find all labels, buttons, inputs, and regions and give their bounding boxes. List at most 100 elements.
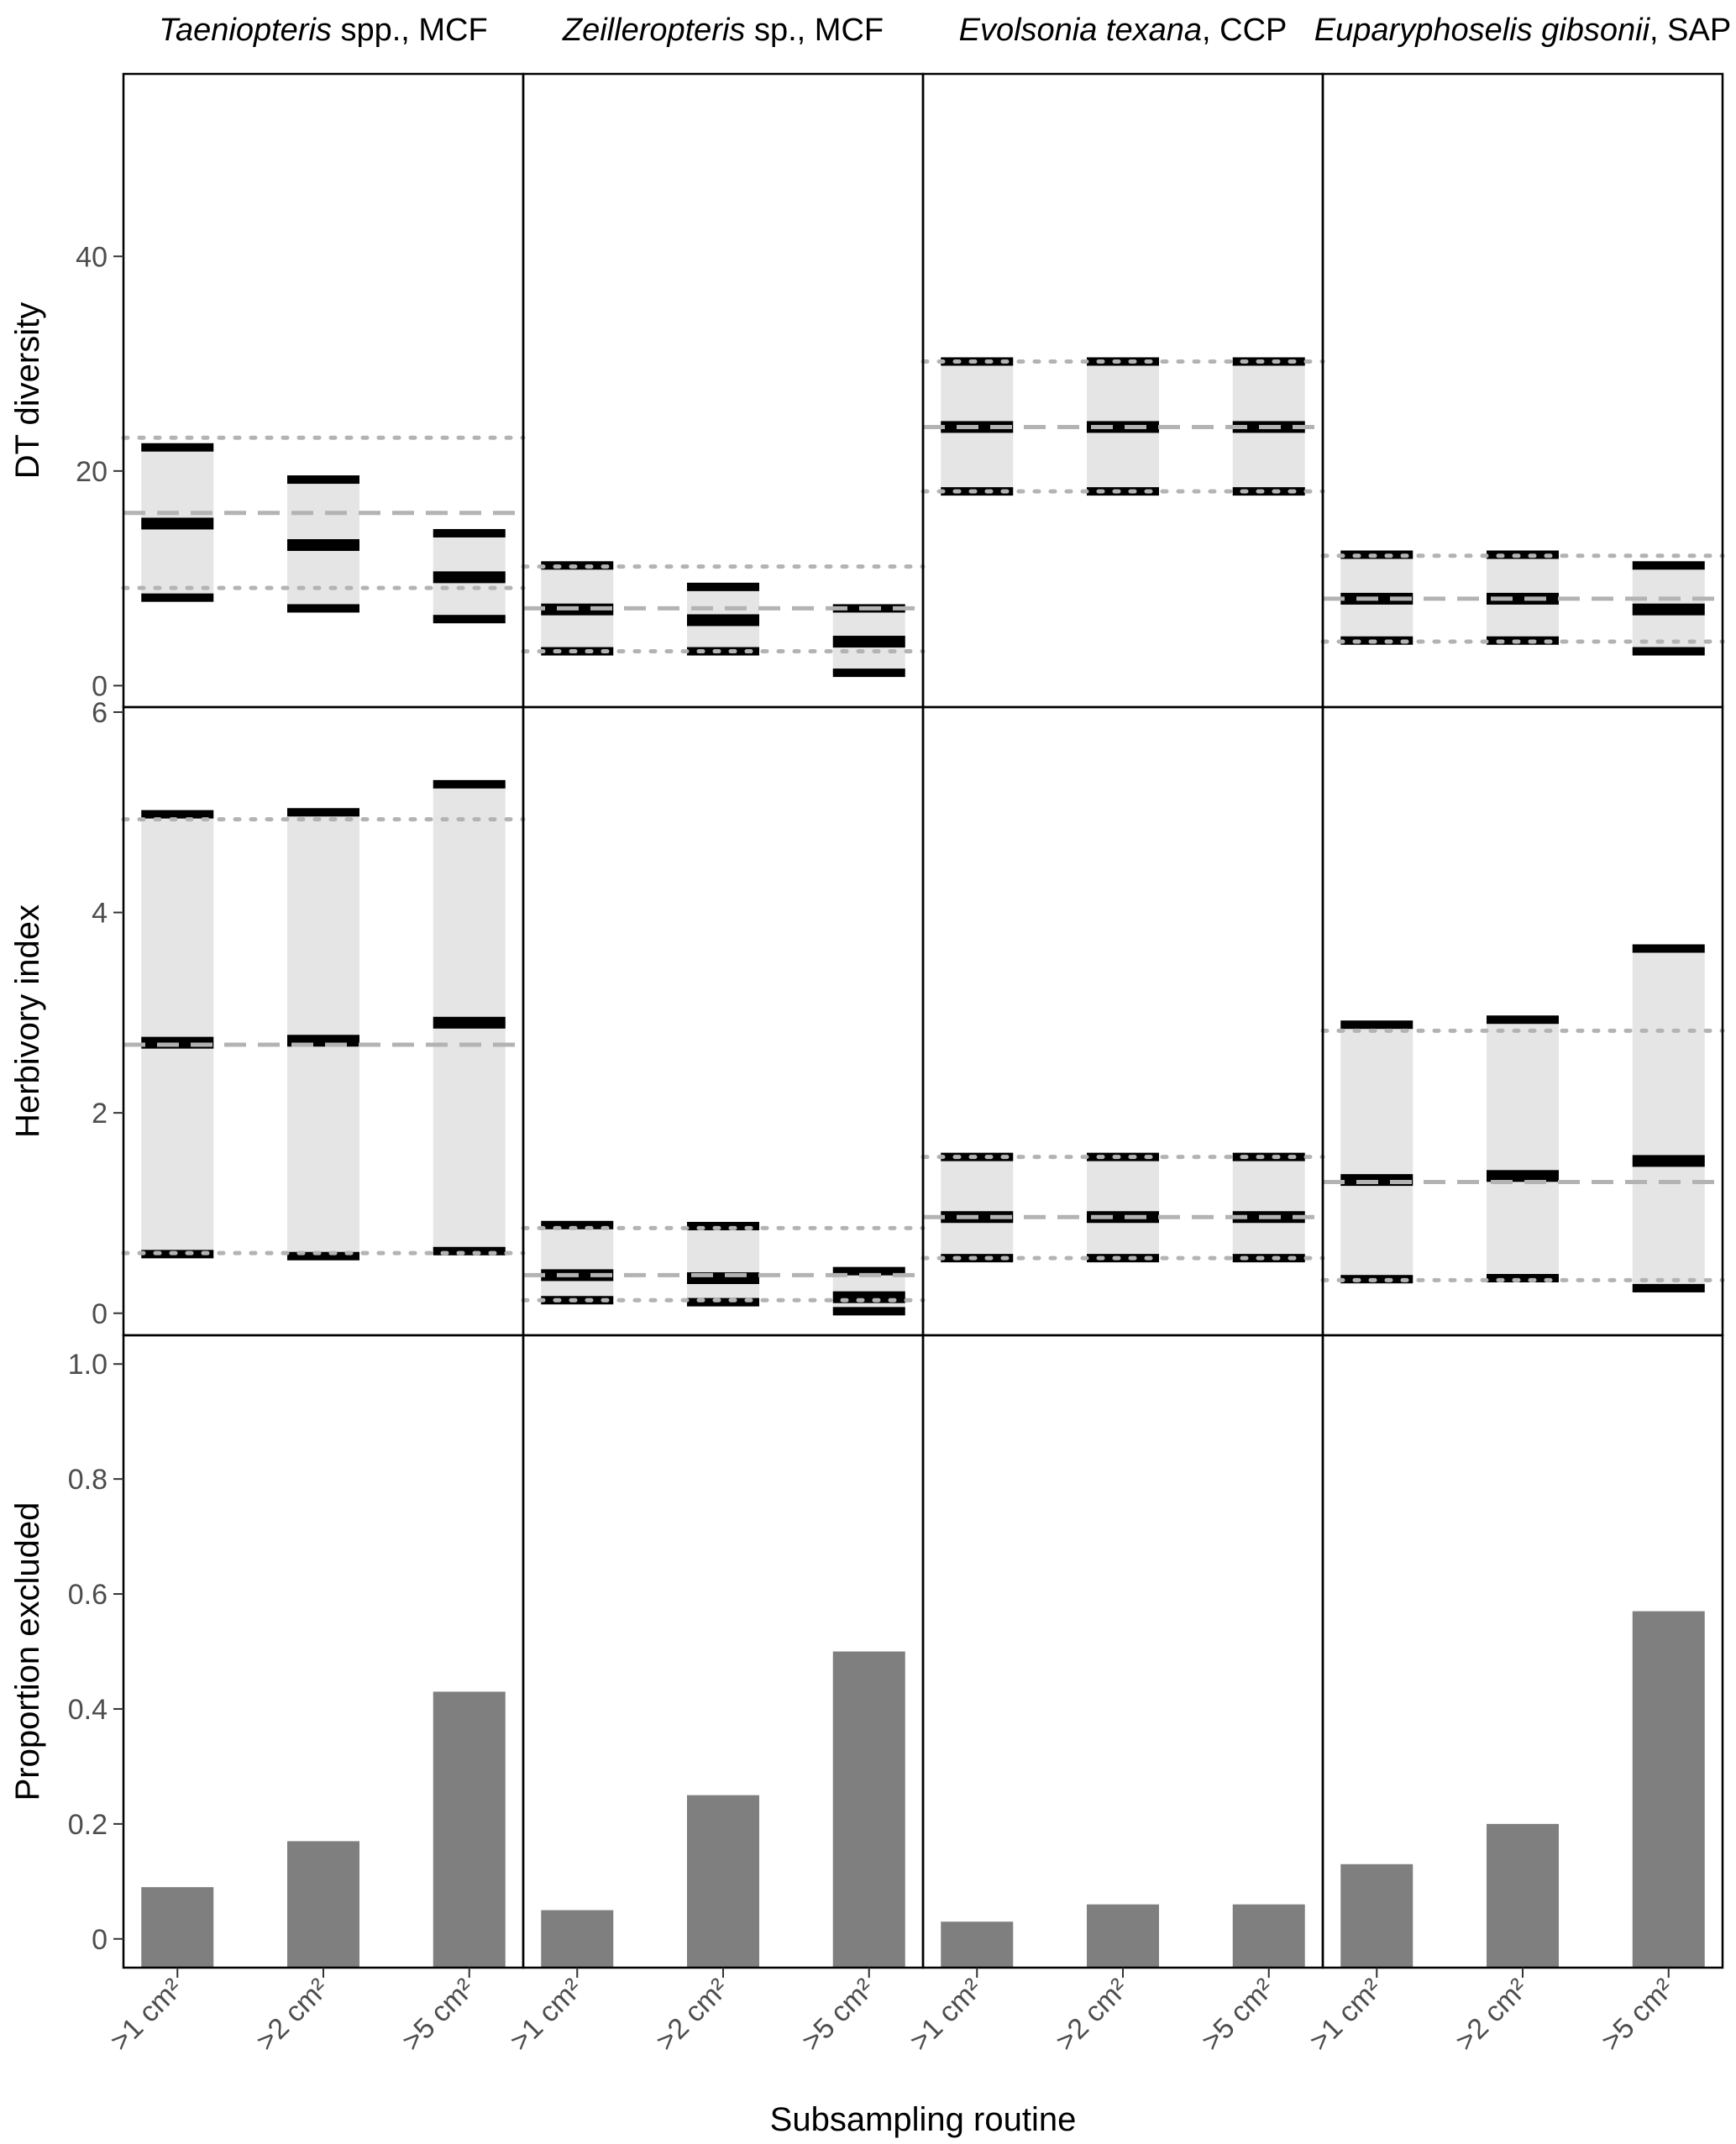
excluded-bar xyxy=(687,1795,759,1968)
diversity-low-marker xyxy=(687,647,759,656)
excluded-panel-3 xyxy=(941,1904,1305,1968)
herbivory-high-marker xyxy=(832,1266,905,1276)
diversity-panel-4 xyxy=(1320,550,1725,656)
herbivory-range-band xyxy=(141,814,214,1255)
herbivory-low-marker xyxy=(287,1251,359,1261)
y-tick-label: 0 xyxy=(92,1298,108,1330)
diversity-low-marker xyxy=(1632,647,1705,656)
herbivory-low-marker xyxy=(1487,1274,1559,1282)
diversity-low-marker xyxy=(287,604,359,613)
diversity-high-marker xyxy=(1087,357,1159,366)
diversity-mean-marker xyxy=(433,571,506,584)
facet-title-4: Euparyphoselis gibsonii, SAP xyxy=(1314,13,1731,48)
herbivory-low-marker xyxy=(687,1297,759,1307)
herbivory-high-marker xyxy=(1087,1152,1159,1161)
excluded-bar xyxy=(1632,1611,1705,1968)
diversity-high-marker xyxy=(687,582,759,591)
diversity-mean-marker xyxy=(687,614,759,626)
excluded-panel-4 xyxy=(1340,1611,1705,1968)
y-tick-label: 0 xyxy=(92,670,108,702)
diversity-low-marker xyxy=(832,668,905,678)
diversity-high-marker xyxy=(1487,550,1559,559)
x-axis-title: Subsampling routine xyxy=(770,2101,1077,2138)
herbivory-mean-marker xyxy=(433,1016,506,1029)
diversity-high-marker xyxy=(1232,357,1305,366)
herbivory-low-marker xyxy=(141,1250,214,1259)
diversity-low-marker xyxy=(1232,487,1305,496)
excluded-bar xyxy=(1232,1904,1305,1968)
herbivory-range-band xyxy=(941,1156,1014,1259)
herbivory-high-marker xyxy=(287,808,359,817)
y-axis-title-excluded: Proportion excluded xyxy=(9,1502,46,1801)
excluded-bar xyxy=(541,1910,614,1968)
y-tick-label: 0.2 xyxy=(68,1809,108,1841)
excluded-bar xyxy=(1340,1864,1413,1968)
excluded-bar xyxy=(141,1887,214,1968)
diversity-high-marker xyxy=(541,561,614,570)
diversity-low-marker xyxy=(433,615,506,624)
y-tick-label: 20 xyxy=(76,456,108,488)
herbivory-mean-marker xyxy=(1632,1155,1705,1167)
excluded-bar xyxy=(433,1691,506,1968)
excluded-bar xyxy=(1087,1904,1159,1968)
excluded-panel-1 xyxy=(141,1691,506,1968)
facet-title-2: Zeilleropteris sp., MCF xyxy=(562,13,884,48)
herbivory-high-marker xyxy=(141,810,214,819)
herbivory-panel-2 xyxy=(521,1220,926,1316)
diversity-low-marker xyxy=(1340,636,1413,645)
herbivory-high-marker xyxy=(1232,1152,1305,1161)
herbivory-high-marker xyxy=(541,1220,614,1229)
excluded-bar xyxy=(832,1651,905,1968)
y-tick-label: 0 xyxy=(92,1924,108,1956)
herbivory-range-band xyxy=(1087,1156,1159,1259)
diversity-mean-marker xyxy=(1632,603,1705,616)
herbivory-range-band xyxy=(287,812,359,1256)
herbivory-high-marker xyxy=(1487,1015,1559,1025)
y-tick-label: 1.0 xyxy=(68,1349,108,1381)
diversity-mean-marker xyxy=(287,539,359,552)
herbivory-panel-3 xyxy=(920,1152,1325,1263)
diversity-high-marker xyxy=(433,528,506,537)
diversity-mean-marker xyxy=(1487,592,1559,605)
y-tick-label: 40 xyxy=(76,241,108,273)
herbivory-range-band xyxy=(832,1271,905,1312)
herbivory-low-marker xyxy=(1632,1283,1705,1292)
herbivory-high-marker xyxy=(1632,944,1705,953)
diversity-mean-marker xyxy=(832,636,905,648)
diversity-high-marker xyxy=(287,475,359,485)
herbivory-panel-4 xyxy=(1320,944,1725,1292)
herbivory-high-marker xyxy=(433,779,506,789)
herbivory-range-band xyxy=(1632,948,1705,1288)
herbivory-mean-marker xyxy=(1087,1211,1159,1224)
excluded-bar xyxy=(287,1841,359,1968)
herbivory-range-band xyxy=(687,1225,759,1303)
y-tick-label: 6 xyxy=(92,697,108,729)
herbivory-low-marker xyxy=(1087,1254,1159,1263)
herbivory-range-band xyxy=(1340,1025,1413,1280)
herbivory-high-marker xyxy=(1340,1020,1413,1030)
diversity-mean-marker xyxy=(141,517,214,530)
herbivory-high-marker xyxy=(687,1221,759,1230)
y-tick-label: 2 xyxy=(92,1098,108,1130)
diversity-panel-1 xyxy=(121,435,526,624)
facet-title-3: Evolsonia texana, CCP xyxy=(959,13,1288,48)
y-tick-label: 0.4 xyxy=(68,1694,108,1726)
herbivory-low-marker xyxy=(1340,1275,1413,1284)
diversity-high-marker xyxy=(141,443,214,452)
diversity-mean-marker xyxy=(1087,421,1159,433)
herbivory-panel-1 xyxy=(121,779,526,1261)
diversity-low-marker xyxy=(141,593,214,602)
excluded-bar xyxy=(1487,1823,1559,1968)
y-tick-label: 0.6 xyxy=(68,1579,108,1611)
herbivory-range-band xyxy=(1232,1156,1305,1259)
facet-title-1: Taeniopteris spp., MCF xyxy=(159,13,487,48)
herbivory-low-marker xyxy=(433,1246,506,1255)
y-axis-title-diversity: DT diversity xyxy=(9,302,46,479)
herbivory-mean-marker xyxy=(832,1291,905,1303)
diversity-high-marker xyxy=(1632,561,1705,570)
herbivory-mean-marker xyxy=(1487,1170,1559,1182)
herbivory-range-band xyxy=(541,1224,614,1301)
diversity-low-marker xyxy=(1087,487,1159,496)
herbivory-range-band xyxy=(1487,1020,1559,1278)
